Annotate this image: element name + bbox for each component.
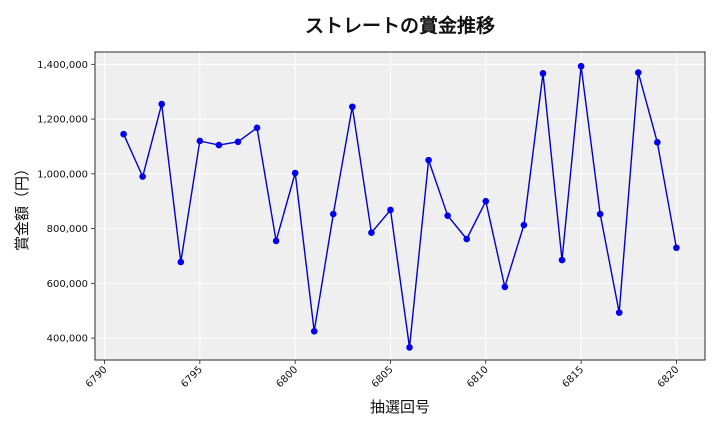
data-point: [120, 130, 127, 138]
data-point: [368, 229, 375, 236]
x-tick-label: 6790: [84, 364, 110, 390]
x-tick-label: 6820: [656, 364, 682, 390]
x-axis-label: 抽選回号: [370, 398, 430, 416]
data-point: [673, 244, 680, 252]
x-tick-label: 6815: [560, 364, 586, 390]
data-point: [654, 139, 661, 146]
y-tick-label: 1,200,000: [37, 115, 88, 126]
x-axis: 6790 6795 6800 6805 6810 6815 6820: [84, 360, 682, 390]
data-point: [463, 235, 471, 243]
x-tick-label: 6805: [370, 364, 396, 390]
y-tick-label: 1,400,000: [37, 60, 88, 71]
data-point: [215, 141, 223, 149]
x-tick-label: 6795: [179, 364, 205, 390]
data-point: [291, 169, 299, 177]
data-point: [425, 156, 432, 164]
data-point: [387, 206, 394, 214]
series-group: [120, 62, 680, 351]
x-tick-label: 6800: [275, 364, 301, 390]
data-point: [253, 124, 261, 132]
y-axis: 400,000 600,000 800,000 1,000,000 1,200,000 1…: [37, 60, 95, 345]
y-tick-label: 1,000,000: [37, 169, 88, 180]
grid-lines: [95, 52, 705, 360]
data-point: [501, 283, 509, 291]
data-point: [349, 103, 356, 111]
data-point: [577, 62, 585, 70]
data-point: [406, 344, 413, 351]
data-point: [558, 256, 566, 264]
data-point: [444, 212, 451, 220]
data-point: [615, 309, 623, 316]
y-axis-label: 賞金額（円）: [13, 161, 31, 251]
data-point: [634, 69, 642, 76]
data-point: [539, 70, 547, 77]
y-tick-label: 800,000: [47, 224, 88, 235]
data-point: [310, 327, 318, 335]
data-point: [272, 237, 280, 245]
data-point: [329, 210, 337, 218]
plot-area: [94, 51, 706, 361]
data-point: [196, 137, 204, 145]
y-tick-label: 400,000: [47, 334, 88, 345]
x-tick-label: 6810: [465, 364, 491, 390]
data-point: [234, 138, 242, 146]
data-point: [158, 100, 166, 108]
data-point: [596, 210, 604, 218]
plot-frame: [94, 51, 706, 361]
data-point: [482, 197, 490, 205]
chart-title: ストレートの賞金推移: [305, 14, 495, 37]
data-point: [139, 173, 146, 180]
data-point: [520, 221, 528, 229]
y-tick-label: 600,000: [47, 279, 88, 290]
data-point: [177, 258, 185, 266]
